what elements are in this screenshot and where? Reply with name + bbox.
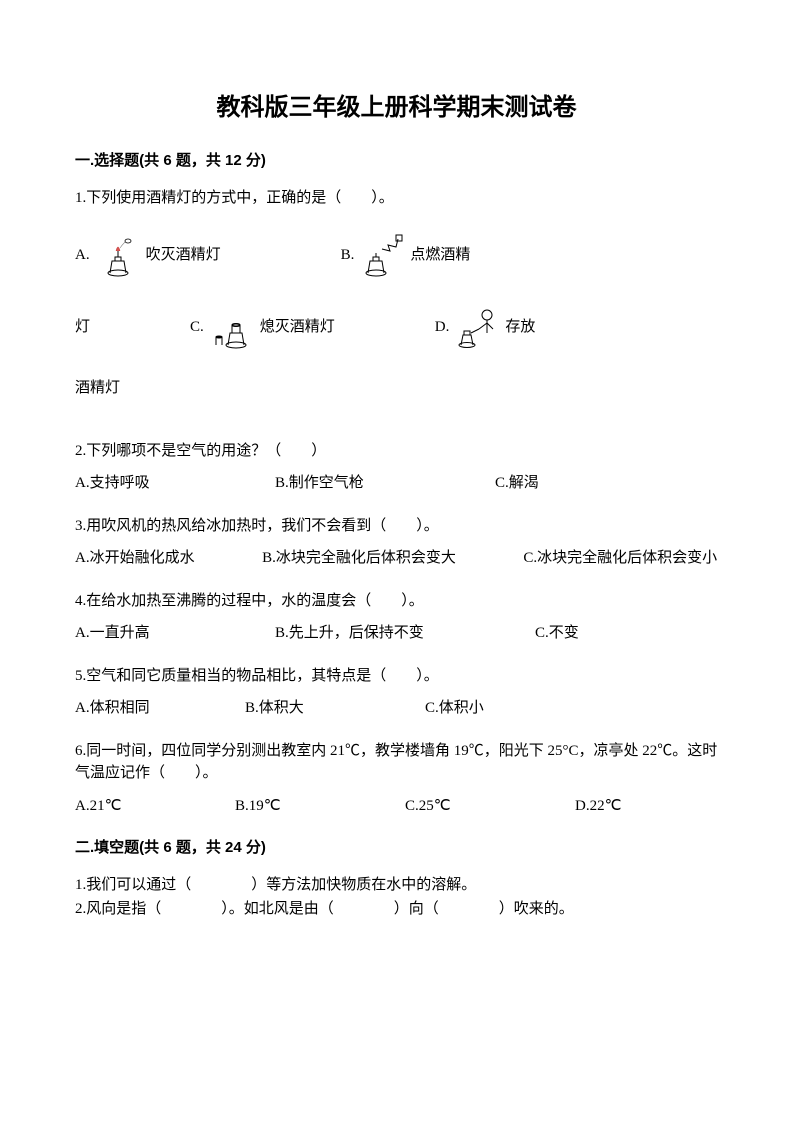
q1-b-prefix: B.: [341, 244, 355, 267]
q1-text: 1.下列使用酒精灯的方式中，正确的是（ ）。: [75, 187, 718, 210]
q1-option-d: D. 存放: [435, 305, 536, 349]
fill-1: 1.我们可以通过（ ）等方法加快物质在水中的溶解。: [75, 874, 718, 897]
alcohol-lamp-blow-icon: [96, 233, 140, 277]
question-6: 6.同一时间，四位同学分别测出教室内 21℃，教学楼墙角 19℃，阳光下 25°…: [75, 740, 718, 818]
q4-option-a: A.一直升高: [75, 622, 275, 645]
q1-c-label: 熄灭酒精灯: [260, 316, 335, 339]
q2-option-b: B.制作空气枪: [275, 472, 495, 495]
q1-option-b: B. 点燃酒精: [341, 233, 471, 277]
question-5: 5.空气和同它质量相当的物品相比，其特点是（ ）。 A.体积相同 B.体积大 C…: [75, 665, 718, 720]
q3-option-b: B.冰块完全融化后体积会变大: [262, 550, 456, 566]
q6-option-c: C.25℃: [405, 795, 575, 818]
q1-b-label: 点燃酒精: [410, 244, 470, 267]
q1-options-line1: A. 吹灭酒精灯 B.: [75, 233, 718, 277]
page-title: 教科版三年级上册科学期末测试卷: [75, 90, 718, 126]
q5-options: A.体积相同 B.体积大 C.体积小: [75, 697, 718, 720]
q4-options: A.一直升高 B.先上升，后保持不变 C.不变: [75, 622, 718, 645]
q1-a-prefix: A.: [75, 244, 90, 267]
q5-option-c: C.体积小: [425, 697, 718, 720]
q2-options: A.支持呼吸 B.制作空气枪 C.解渴: [75, 472, 718, 495]
q1-c-prefix: C.: [190, 316, 204, 339]
question-1: 1.下列使用酒精灯的方式中，正确的是（ ）。 A. 吹灭酒精灯 B.: [75, 187, 718, 400]
q4-option-c: C.不变: [535, 622, 718, 645]
q4-option-b: B.先上升，后保持不变: [275, 622, 535, 645]
alcohol-lamp-light-icon: [360, 233, 404, 277]
alcohol-lamp-cap-icon: [210, 305, 254, 349]
q5-option-b: B.体积大: [245, 697, 425, 720]
q1-line2-start: 灯: [75, 316, 90, 339]
section1-header: 一.选择题(共 6 题，共 12 分): [75, 150, 718, 173]
section2-header: 二.填空题(共 6 题，共 24 分): [75, 837, 718, 860]
q2-option-c: C.解渴: [495, 472, 718, 495]
q6-option-b: B.19℃: [235, 795, 405, 818]
q1-option-a: A. 吹灭酒精灯: [75, 233, 221, 277]
q3-option-a: A.冰开始融化成水: [75, 550, 195, 566]
q2-text: 2.下列哪项不是空气的用途？（ ）: [75, 440, 718, 463]
q3-text: 3.用吹风机的热风给冰加热时，我们不会看到（ ）。: [75, 515, 718, 538]
q1-options-line2: 灯 C. 熄灭酒精灯 D.: [75, 305, 718, 349]
q5-text: 5.空气和同它质量相当的物品相比，其特点是（ ）。: [75, 665, 718, 688]
q1-option-c: C. 熄灭酒精灯: [190, 305, 335, 349]
question-2: 2.下列哪项不是空气的用途？（ ） A.支持呼吸 B.制作空气枪 C.解渴: [75, 440, 718, 495]
q3-option-c: C.冰块完全融化后体积会变小: [523, 550, 717, 566]
q1-d-prefix: D.: [435, 316, 450, 339]
q6-options: A.21℃ B.19℃ C.25℃ D.22℃: [75, 795, 718, 818]
fill-2: 2.风向是指（ ）。如北风是由（ ）向（ ）吹来的。: [75, 898, 718, 921]
question-3: 3.用吹风机的热风给冰加热时，我们不会看到（ ）。 A.冰开始融化成水 B.冰块…: [75, 515, 718, 570]
q6-option-d: D.22℃: [575, 795, 718, 818]
q6-option-a: A.21℃: [75, 795, 235, 818]
question-4: 4.在给水加热至沸腾的过程中，水的温度会（ ）。 A.一直升高 B.先上升，后保…: [75, 590, 718, 645]
q5-option-a: A.体积相同: [75, 697, 245, 720]
q3-options: A.冰开始融化成水 B.冰块完全融化后体积会变大 C.冰块完全融化后体积会变小: [75, 547, 718, 570]
q1-a-label: 吹灭酒精灯: [146, 244, 221, 267]
q1-d-label: 存放: [505, 316, 535, 339]
alcohol-lamp-store-icon: [455, 305, 499, 349]
q1-line3: 酒精灯: [75, 377, 718, 400]
q4-text: 4.在给水加热至沸腾的过程中，水的温度会（ ）。: [75, 590, 718, 613]
q6-text: 6.同一时间，四位同学分别测出教室内 21℃，教学楼墙角 19℃，阳光下 25°…: [75, 740, 718, 785]
q2-option-a: A.支持呼吸: [75, 472, 275, 495]
